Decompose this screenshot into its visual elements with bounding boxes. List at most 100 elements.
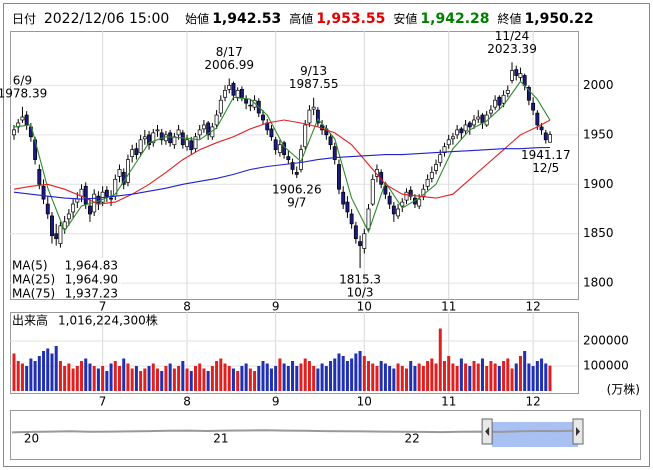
candle-body (467, 122, 472, 128)
candle-body (535, 112, 540, 126)
candle-body (24, 114, 29, 126)
volume-bar (80, 361, 84, 391)
candle-body (269, 128, 274, 138)
candle-body (345, 201, 350, 213)
navigator-tick-label: 21 (213, 432, 228, 446)
volume-bar (383, 363, 387, 391)
ma-line (13, 80, 551, 234)
candle-body (75, 198, 80, 203)
volume-bar (168, 363, 172, 391)
candle-body (231, 83, 236, 96)
candle-body (391, 205, 396, 215)
volume-bar (219, 358, 223, 391)
volume-bar (379, 361, 383, 391)
volume-bar (367, 361, 371, 391)
candle-body (480, 114, 485, 124)
annotation-value: 2006.99 (204, 58, 254, 72)
x-tick-label: 11 (441, 300, 456, 314)
annotation-date: 9/13 (300, 64, 327, 78)
date: 2022/12/06 15:00 (44, 11, 170, 27)
header: 日付 2022/12/06 15:00 始値 1,942.53 高値 1,953.55… (12, 11, 594, 28)
volume-bar (337, 353, 341, 391)
navigator-selection (492, 422, 578, 447)
candle-body (408, 189, 413, 197)
volume-bar (202, 368, 206, 391)
volume-bar (442, 361, 446, 391)
volume-bar (476, 363, 480, 391)
header-value: 1,942.28 (420, 11, 489, 27)
volume-bar (130, 368, 134, 391)
volume-bar (151, 363, 155, 391)
candle-body (41, 185, 46, 200)
volume-bar (451, 363, 455, 391)
volume-bar (58, 361, 62, 391)
candle-body (362, 233, 367, 249)
volume-bar (409, 361, 413, 391)
candle-body (248, 104, 253, 107)
candle-body (366, 208, 371, 230)
volume-bar (29, 358, 33, 391)
volume-bar (227, 366, 231, 391)
volume-bar (341, 356, 345, 391)
volume-bar (134, 366, 138, 391)
annotation-date: 9/7 (287, 196, 306, 210)
volume-bar (126, 363, 130, 391)
volume-bar (307, 361, 311, 391)
annotation-value: 2023.39 (487, 42, 537, 56)
candle-body (151, 132, 156, 144)
candle-body (286, 156, 291, 160)
candle-body (159, 132, 164, 141)
volume-bar (531, 366, 535, 391)
annotation-date: 6/9 (13, 73, 32, 87)
volume-bar (438, 328, 442, 391)
volume-bar (371, 363, 375, 391)
candle-body (185, 139, 189, 148)
legend-value: 1,964.90 (65, 273, 118, 287)
volume-bar (312, 366, 316, 391)
navigator-tick-label: 22 (404, 432, 419, 446)
volume-bar (350, 358, 354, 391)
volume-bar (253, 371, 257, 391)
candle-body (501, 94, 506, 104)
volume-bar (459, 358, 463, 391)
candle-body (147, 134, 152, 146)
volume-bar (299, 363, 303, 391)
candle-body (510, 70, 514, 81)
candle-body (20, 116, 25, 121)
volume-bar (485, 366, 489, 391)
annotation-date: 8/17 (216, 45, 243, 59)
candle-body (476, 116, 481, 120)
x-tick-label: 10 (357, 395, 372, 409)
legend-name: MA(25) (12, 273, 55, 287)
candle-body (400, 201, 405, 207)
annotation-value: 1987.55 (289, 77, 339, 91)
candle-body (290, 162, 295, 170)
x-tick-label: 8 (183, 300, 191, 314)
candle-body (201, 124, 206, 130)
annotation-value: 1978.39 (0, 86, 47, 100)
candle-body (341, 191, 346, 205)
volume-bar (206, 371, 210, 391)
candle-body (109, 197, 114, 200)
volume-bar (118, 366, 122, 391)
header-name: 安値 (393, 11, 417, 26)
header-name: 始値 (185, 11, 209, 26)
volume-bar (286, 366, 290, 391)
x-tick-label: 10 (357, 300, 372, 314)
volume-bar (12, 353, 16, 391)
candle-body (488, 109, 493, 114)
candle-body (37, 169, 42, 185)
candle-body (54, 233, 59, 240)
candle-body (45, 203, 50, 215)
volume-bar (421, 366, 425, 391)
annotation-value: 1941.17 (521, 148, 571, 162)
x-tick-label: 12 (525, 395, 540, 409)
volume-bar (535, 361, 539, 391)
volume-bar (430, 358, 434, 391)
volume-bar (122, 358, 126, 391)
candle-body (176, 129, 181, 136)
candle-body (142, 136, 147, 140)
candle-body (526, 87, 531, 101)
legend-value: 1,964.83 (65, 259, 118, 273)
candle-body (163, 134, 168, 142)
